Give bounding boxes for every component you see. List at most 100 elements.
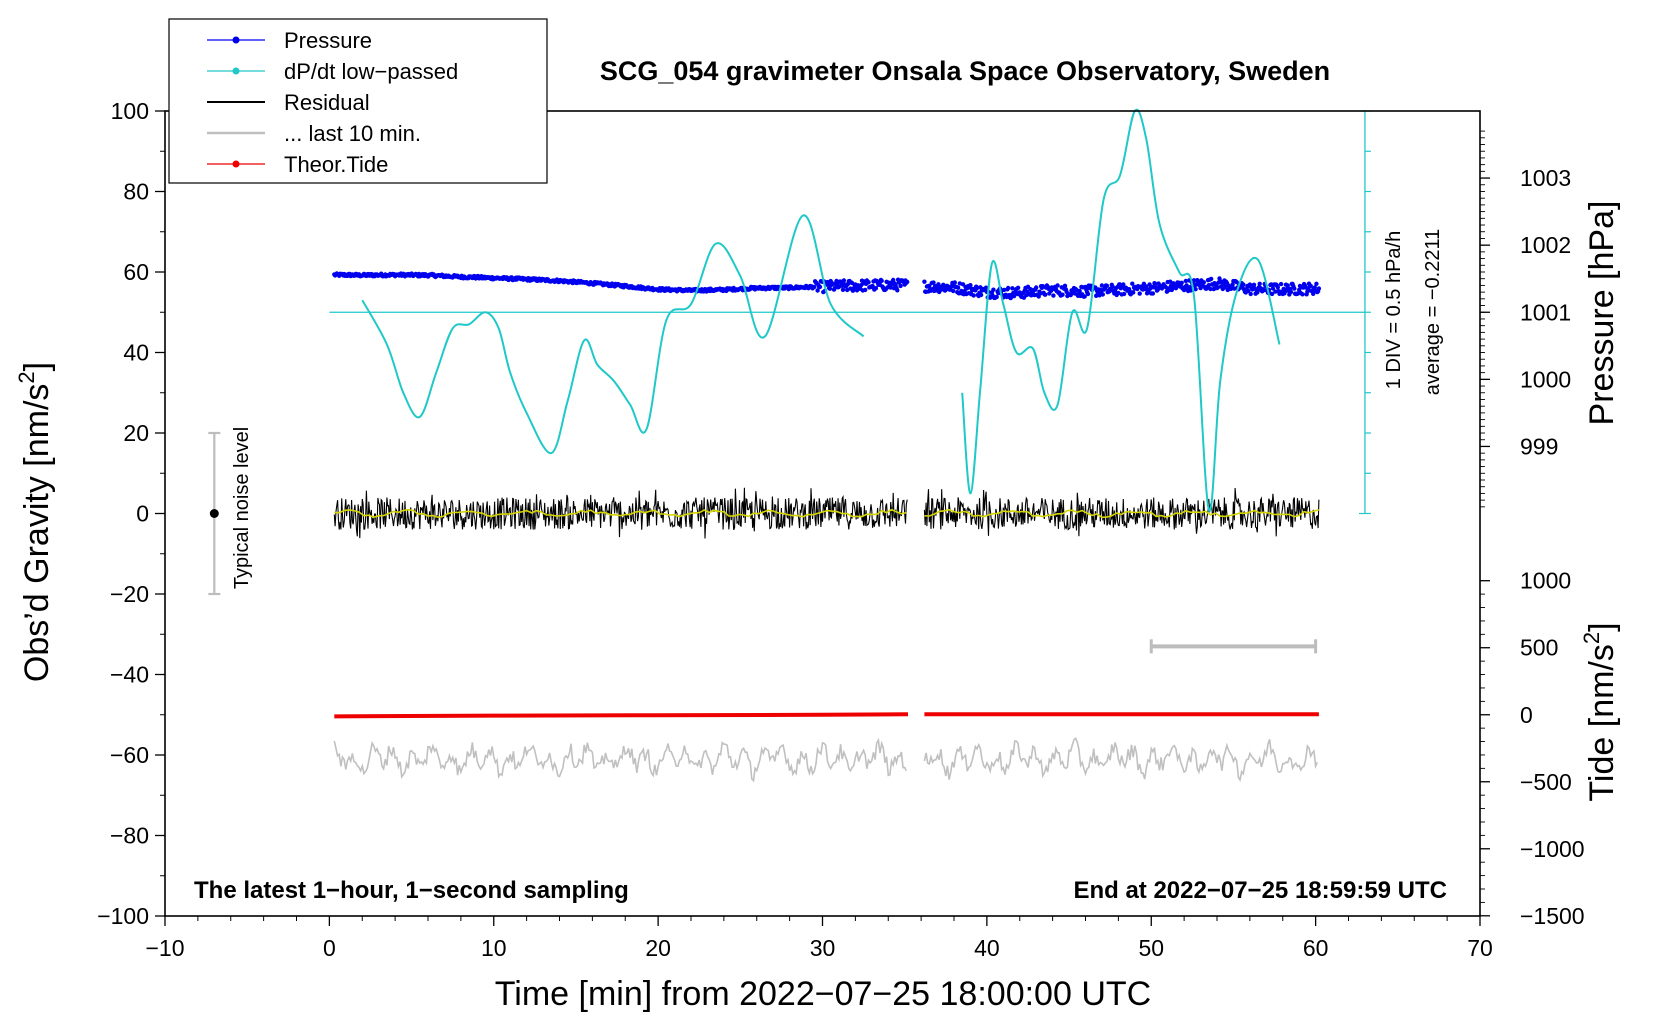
series-layer — [332, 108, 1322, 783]
series-residual — [333, 487, 1320, 539]
pressure-point — [971, 293, 976, 298]
noise-level-label: Typical noise level — [231, 427, 253, 589]
pressure-tick-label: 1003 — [1520, 165, 1571, 191]
pressure-point — [1126, 287, 1132, 292]
dpdt-div-label: 1 DIV = 0.5 hPa/h — [1383, 231, 1405, 389]
pressure-point — [1312, 285, 1318, 290]
pressure-point — [994, 294, 999, 300]
dpdt-line — [361, 214, 865, 455]
pressure-point — [931, 280, 936, 285]
pressure-point — [817, 284, 823, 290]
pressure-point — [826, 282, 831, 287]
pressure-point — [955, 285, 961, 290]
dpdt-line — [961, 108, 1281, 512]
pressure-point — [951, 288, 956, 294]
pressure-tick-label: 1002 — [1520, 232, 1571, 258]
last10-line — [923, 736, 1319, 783]
x-tick-label: 50 — [1138, 935, 1164, 961]
legend-marker — [232, 67, 240, 75]
legend-item-residual: Residual — [207, 90, 370, 115]
pressure-point — [1104, 283, 1110, 288]
pressure-point — [888, 285, 893, 290]
pressure-point — [1248, 291, 1253, 297]
y-tick-label: 80 — [123, 179, 149, 205]
pressure-point — [879, 278, 884, 283]
pressure-tick-label: 999 — [1520, 433, 1558, 459]
chart-title: SCG_054 gravimeter Onsala Space Observat… — [600, 56, 1330, 86]
y-tick-label: 100 — [111, 98, 149, 124]
pressure-point — [1015, 285, 1021, 290]
pressure-point — [1275, 285, 1281, 290]
pressure-point — [895, 288, 900, 293]
legend-marker — [232, 160, 240, 168]
pressure-point — [836, 284, 842, 290]
y-axis-title-tide: Tide [nm/s2] — [1579, 622, 1621, 801]
pressure-point — [1201, 280, 1207, 285]
pressure-point — [1270, 286, 1276, 291]
y-tick-label: −40 — [110, 662, 149, 688]
pressure-point — [1055, 283, 1060, 288]
residual-smooth-line — [334, 508, 907, 519]
pressure-tick-label: 1001 — [1520, 299, 1571, 325]
pressure-point — [1316, 286, 1322, 291]
pressure-point — [1223, 284, 1228, 290]
pressure-point — [841, 278, 847, 283]
pressure-point — [1273, 289, 1278, 294]
pressure-point — [1100, 292, 1106, 297]
pressure-point — [1150, 291, 1156, 296]
series-dpdt — [361, 108, 1281, 512]
pressure-point — [1153, 281, 1158, 287]
legend-label: Theor.Tide — [284, 152, 388, 177]
pressure-point — [863, 287, 868, 293]
pressure-point — [1137, 291, 1142, 296]
y-axis-title-left-main: Obs’d Gravity [nm/s — [18, 384, 56, 683]
pressure-point — [1082, 294, 1087, 299]
pressure-point — [1006, 285, 1011, 291]
pressure-point — [968, 283, 973, 288]
pressure-point — [1187, 285, 1193, 290]
x-tick-label: 70 — [1467, 935, 1493, 961]
residual-line — [333, 487, 908, 539]
pressure-point — [983, 285, 989, 290]
plot-area — [208, 110, 1371, 654]
pressure-point — [1085, 291, 1091, 297]
pressure-point — [1300, 292, 1305, 297]
pressure-point — [1183, 278, 1189, 284]
x-tick-label: 30 — [810, 935, 836, 961]
pressure-point — [866, 280, 871, 285]
series-pressure — [332, 271, 1322, 301]
pressure-point — [1288, 289, 1294, 295]
series-tide — [334, 712, 1319, 719]
x-tick-label: 20 — [645, 935, 671, 961]
y-tick-label: 60 — [123, 259, 149, 285]
pressure-point — [827, 286, 833, 291]
pressure-point — [1077, 288, 1082, 294]
pressure-point — [1230, 282, 1235, 287]
x-tick-label: 40 — [974, 935, 1000, 961]
y-tick-label: −20 — [110, 581, 149, 607]
y-axis-title-left-sup: 2 — [14, 371, 39, 383]
pressure-point — [1110, 284, 1115, 289]
pressure-point — [1043, 292, 1048, 297]
y-tick-label: −80 — [110, 823, 149, 849]
pressure-point — [1001, 287, 1007, 293]
noise-bar-center — [209, 509, 219, 518]
tide-tick-label: 0 — [1520, 702, 1533, 728]
pressure-point — [891, 277, 896, 283]
pressure-point — [1269, 291, 1275, 297]
pressure-point — [873, 286, 879, 291]
end-time-note: End at 2022−07−25 18:59:59 UTC — [1073, 877, 1447, 904]
y-axis-title-tide-sup: 2 — [1579, 632, 1604, 644]
y-tick-label: 0 — [136, 501, 149, 527]
pressure-point — [1209, 276, 1214, 282]
pressure-point — [1308, 283, 1313, 288]
pressure-point — [1241, 282, 1246, 287]
x-tick-label: 0 — [323, 935, 336, 961]
pressure-point — [1285, 283, 1290, 288]
pressure-point — [1179, 280, 1184, 285]
tide-tick-label: −500 — [1520, 769, 1572, 795]
y-axis-title-pressure: Pressure [hPa] — [1583, 201, 1621, 426]
pressure-point — [870, 283, 875, 289]
pressure-point — [1246, 288, 1251, 294]
